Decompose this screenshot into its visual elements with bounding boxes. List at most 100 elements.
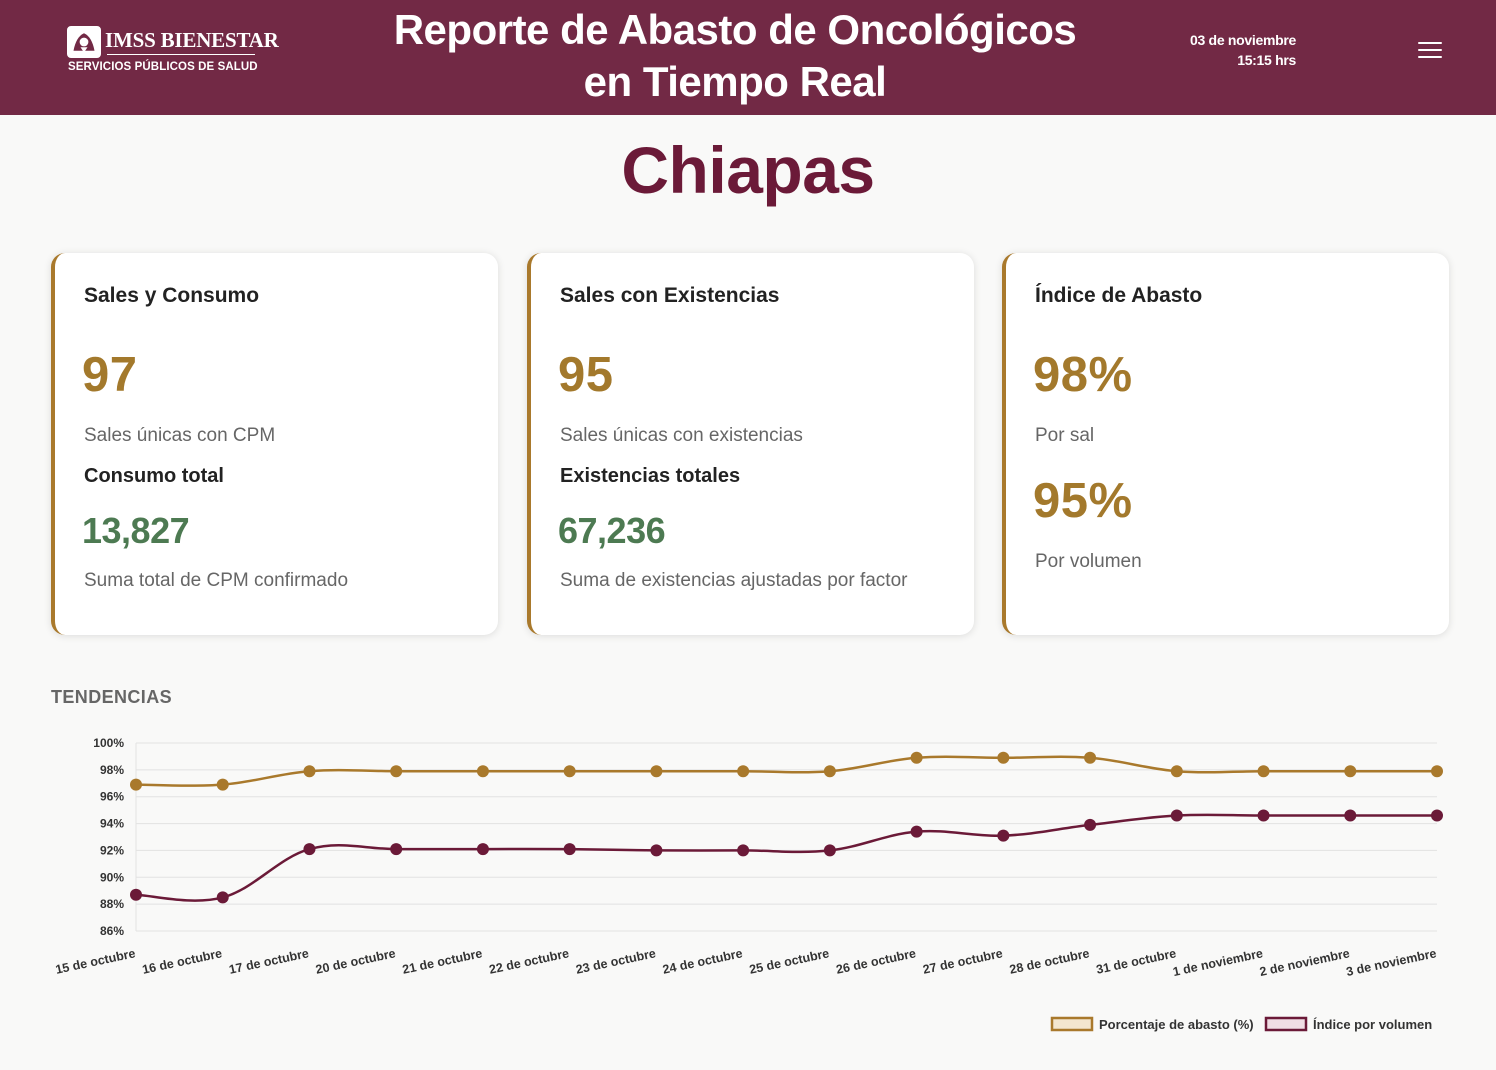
series-point-1	[737, 765, 750, 778]
y-tick-label: 88%	[100, 897, 124, 911]
series-point-2	[303, 843, 316, 856]
series-point-2	[130, 888, 142, 901]
x-tick-label: 25 de octubre	[748, 946, 830, 977]
report-title-block: Reporte de Abasto de Oncológicos en Tiem…	[330, 0, 1140, 115]
x-tick-label: 16 de octubre	[141, 946, 223, 977]
series-line-2	[135, 813, 1437, 902]
update-timestamp: 03 de noviembre 15:15 hrs	[1130, 30, 1296, 70]
series-point-1	[650, 765, 663, 778]
trends-line-chart: 86% 88% 90% 92% 94% 96% 98% 100% 15 de octubre 16…	[54, 736, 1443, 1032]
x-tick-label: 31 de octubre	[1095, 946, 1177, 977]
series-point-2	[1084, 818, 1097, 831]
series-point-2	[997, 829, 1010, 842]
imss-bienestar-logo[interactable]: IMSS BIENESTAR SERVICIOS PÚBLICOS DE SAL…	[67, 26, 279, 76]
card-sub-value: 13,827	[82, 510, 190, 551]
series-point-2	[563, 843, 576, 856]
series-point-2	[1431, 809, 1443, 822]
menu-bar-middle	[1418, 49, 1442, 51]
logo-subtitle: SERVICIOS PÚBLICOS DE SALUD	[68, 61, 258, 73]
update-time: 15:15 hrs	[1237, 52, 1296, 68]
series-line-1	[135, 755, 1437, 787]
app-header: IMSS BIENESTAR SERVICIOS PÚBLICOS DE SAL…	[0, 0, 1496, 115]
x-tick-label: 15 de octubre	[54, 946, 136, 977]
series-point-1	[563, 765, 576, 778]
y-tick-label: 96%	[100, 790, 124, 804]
hamburger-menu-icon[interactable]	[1416, 38, 1444, 62]
card-second-label: Por volumen	[1035, 551, 1142, 572]
x-tick-label: 23 de octubre	[575, 946, 657, 977]
card-main-value: 98%	[1033, 348, 1133, 402]
x-tick-label: 20 de octubre	[314, 946, 396, 977]
imss-emblem-icon	[67, 26, 101, 58]
logo-name: IMSS BIENESTAR	[105, 28, 279, 52]
legend-swatch-2	[1264, 1016, 1308, 1032]
x-tick-label: 1 de noviembre	[1172, 946, 1265, 979]
series-point-1	[1257, 765, 1270, 778]
x-tick-label: 17 de octubre	[228, 946, 310, 977]
card-title: Sales con Existencias	[560, 284, 780, 307]
series-point-2	[910, 825, 923, 838]
series-point-1	[1431, 765, 1443, 778]
report-title-line-2: en Tiempo Real	[583, 58, 887, 105]
series-point-2	[737, 844, 750, 857]
card-main-label: Por sal	[1035, 425, 1095, 446]
x-tick-label: 24 de octubre	[661, 946, 743, 977]
series-point-2	[390, 843, 403, 856]
x-tick-label: 27 de octubre	[922, 946, 1004, 977]
series-point-2	[1257, 809, 1270, 822]
series-point-1	[476, 765, 489, 778]
series-point-2	[216, 891, 229, 904]
card-subtitle: Existencias totales	[560, 465, 741, 487]
card-second-value: 95%	[1033, 474, 1133, 528]
y-tick-label: 92%	[100, 843, 124, 857]
legend-label-1: Porcentaje de abasto (%)	[1099, 1017, 1254, 1032]
x-tick-label: 22 de octubre	[488, 946, 570, 977]
menu-bar-bottom	[1418, 56, 1442, 58]
series-point-1	[1170, 765, 1183, 778]
card-sub-label: Suma de existencias ajustadas por factor	[560, 570, 908, 591]
card-title: Índice de Abasto	[1035, 284, 1203, 307]
card-sub-value: 67,236	[558, 510, 666, 551]
x-tick-label: 26 de octubre	[835, 946, 917, 977]
y-tick-label: 100%	[93, 736, 124, 750]
series-point-1	[390, 765, 403, 778]
series-point-1	[303, 765, 316, 778]
series-point-1	[130, 778, 142, 791]
legend-label-2: Índice por volumen	[1313, 1017, 1432, 1032]
update-date: 03 de noviembre	[1190, 32, 1296, 48]
series-point-1	[1344, 765, 1357, 778]
series-point-2	[476, 843, 489, 856]
card-sub-label: Suma total de CPM confirmado	[84, 570, 349, 591]
card-main-label: Sales únicas con existencias	[560, 425, 803, 446]
series-point-2	[1344, 809, 1357, 822]
series-point-2	[650, 844, 663, 857]
series-point-2	[823, 844, 836, 857]
x-tick-label: 21 de octubre	[401, 946, 483, 977]
card-main-value: 97	[82, 348, 138, 402]
y-tick-label: 86%	[100, 924, 124, 938]
x-tick-label: 2 de noviembre	[1258, 946, 1351, 979]
x-tick-label: 3 de noviembre	[1345, 946, 1438, 979]
state-title: Chiapas	[621, 133, 875, 207]
card-indice-abasto: Índice de Abasto 98% Por sal 95% Por vol…	[1002, 253, 1449, 635]
card-title: Sales y Consumo	[84, 284, 260, 307]
logo-divider	[107, 54, 255, 55]
series-point-1	[910, 751, 923, 764]
card-sales-consumo: Sales y Consumo 97 Sales únicas con CPM …	[51, 253, 498, 635]
menu-bar-top	[1418, 42, 1442, 44]
card-main-value: 95	[558, 348, 614, 402]
trends-section-title: TENDENCIAS	[51, 687, 173, 707]
card-sales-existencias: Sales con Existencias 95 Sales únicas co…	[527, 253, 974, 635]
series-point-1	[823, 765, 836, 778]
x-tick-label: 28 de octubre	[1008, 946, 1090, 977]
y-tick-label: 98%	[100, 763, 124, 777]
y-tick-label: 94%	[100, 817, 124, 831]
report-title-line-1: Reporte de Abasto de Oncológicos	[393, 6, 1077, 53]
series-point-1	[216, 778, 229, 791]
series-point-2	[1170, 809, 1183, 822]
series-point-1	[997, 751, 1010, 764]
legend-swatch-1	[1050, 1016, 1094, 1032]
report-title: Reporte de Abasto de Oncológicos en Tiem…	[330, 4, 1140, 108]
card-subtitle: Consumo total	[84, 465, 224, 487]
series-point-1	[1084, 751, 1097, 764]
